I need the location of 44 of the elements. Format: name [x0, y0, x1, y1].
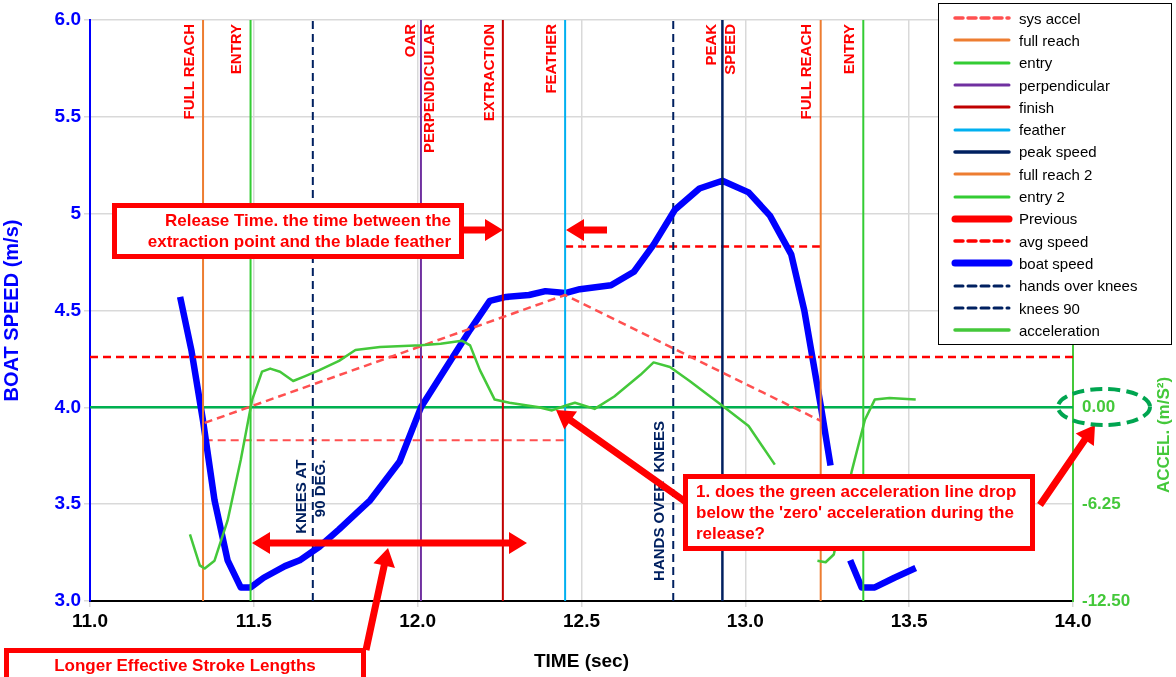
annotation: PEAK SPEED — [702, 23, 739, 75]
x-tick-label: 12.5 — [563, 609, 601, 631]
legend-label: avg speed — [1019, 232, 1089, 250]
y-tick-label: 5 — [70, 201, 82, 223]
annotation: ENTRY — [839, 23, 857, 75]
y-axis-title: BOAT SPEED (m/s) — [0, 219, 22, 402]
y-tick-label: 4.5 — [54, 298, 82, 320]
y2-tick-label: -12.50 — [1082, 590, 1131, 610]
legend-label: Previous — [1019, 210, 1078, 228]
x-tick-label: 12.0 — [399, 609, 437, 631]
legend-label: feather — [1019, 121, 1066, 139]
x-tick-label: 13.0 — [726, 609, 764, 631]
y-tick-label: 5.5 — [54, 105, 82, 127]
x-tick-label: 14.0 — [1054, 609, 1092, 631]
legend-label: perpendicular — [1019, 76, 1110, 94]
legend-label: entry — [1019, 54, 1053, 72]
legend-label: entry 2 — [1019, 188, 1065, 206]
legend-label: full reach — [1019, 31, 1080, 49]
y-tick-label: 6.0 — [54, 8, 81, 30]
legend-label: boat speed — [1019, 254, 1094, 272]
legend-label: sys accel — [1019, 9, 1081, 27]
y2-tick-label: -6.25 — [1082, 493, 1121, 513]
annotation: ENTRY — [227, 23, 245, 75]
y-tick-label: 3.0 — [54, 589, 81, 611]
legend-label: acceleration — [1019, 321, 1100, 339]
x-axis-title: TIME (sec) — [533, 649, 630, 671]
annotation: FULL REACH — [797, 23, 815, 120]
y-tick-label: 3.5 — [54, 492, 82, 514]
x-tick-label: 11.5 — [235, 609, 273, 631]
annotation: FULL REACH — [179, 23, 197, 120]
legend-label: full reach 2 — [1019, 165, 1093, 183]
y-tick-label: 4.0 — [54, 395, 81, 417]
annotation: EXTRACTION — [479, 23, 497, 122]
legend-label: peak speed — [1019, 143, 1097, 161]
y2-tick-label: 0.00 — [1082, 397, 1116, 417]
legend-label: hands over knees — [1019, 277, 1138, 295]
legend-label: finish — [1019, 98, 1055, 116]
annotation: FEATHER — [541, 23, 559, 94]
x-tick-label: 13.5 — [890, 609, 929, 631]
annotation: OAR PERPENDICULAR — [400, 23, 437, 154]
x-tick-label: 11.0 — [72, 609, 108, 631]
y2-axis-title: ACCEL. (m/S²) — [1153, 376, 1173, 494]
annotation: KNEES AT 90 DEG. — [292, 459, 329, 534]
legend-label: knees 90 — [1019, 299, 1080, 317]
